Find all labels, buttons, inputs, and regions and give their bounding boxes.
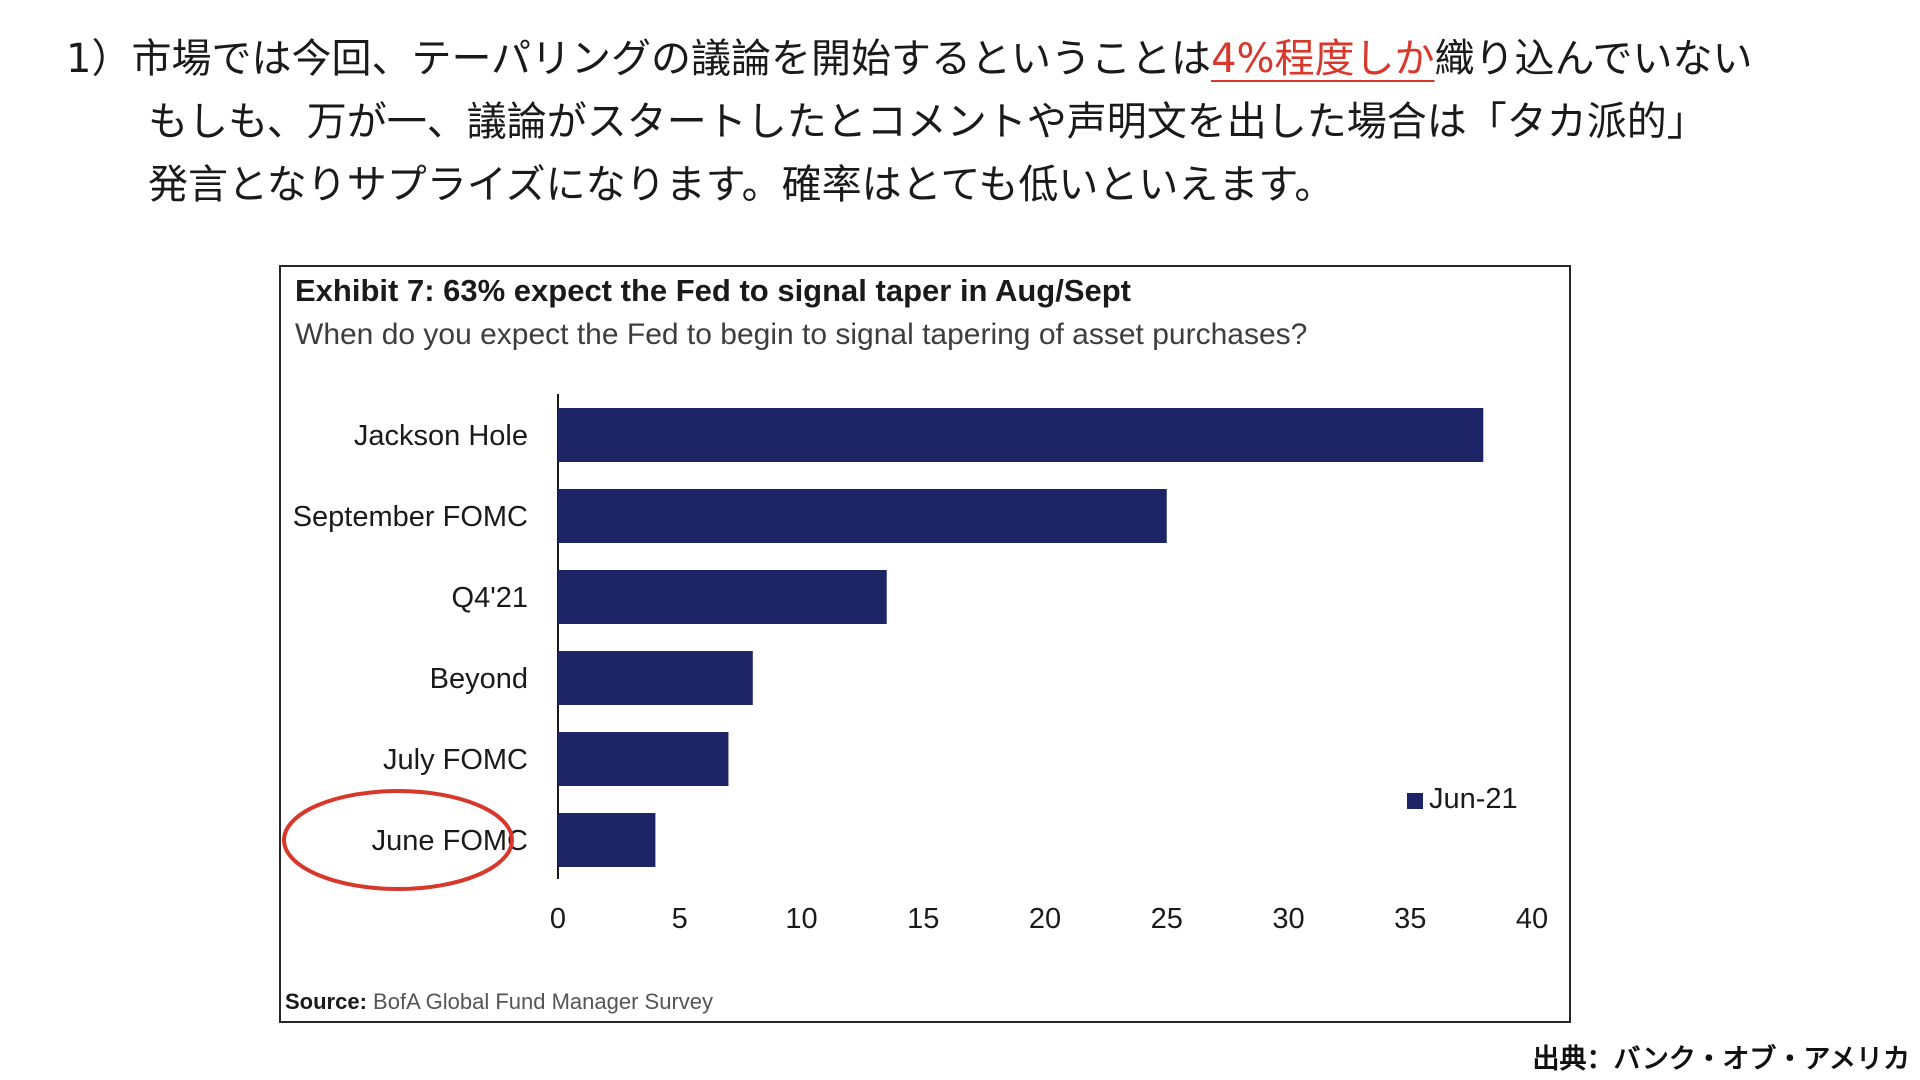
category-label: July FOMC <box>383 744 528 776</box>
intro-line-1: 1）市場では今回、テーパリングの議論を開始するということは4%程度しか織り込んで… <box>66 28 1886 91</box>
category-label: Q4'21 <box>452 582 528 614</box>
legend-label: Jun-21 <box>1429 783 1518 815</box>
chart-subtitle: When do you expect the Fed to begin to s… <box>295 318 1308 351</box>
intro-line-1-suffix: 織り込んでいない <box>1434 36 1753 82</box>
category-label: Beyond <box>430 663 528 695</box>
annotation-circle <box>282 789 514 891</box>
x-tick-label: 15 <box>907 903 939 935</box>
bar-june-fomc <box>558 813 656 867</box>
image-credit: 出典：バンク・オブ・アメリカ <box>1532 1044 1910 1075</box>
bar-chart: Jackson Hole September FOMC Q4'21 Beyond Jul… <box>282 394 1548 935</box>
x-tick-label: 5 <box>672 903 688 935</box>
bar-july-fomc <box>558 732 729 786</box>
source-text: BofA Global Fund Manager Survey <box>373 989 714 1014</box>
category-label: September FOMC <box>293 501 528 533</box>
x-tick-label: 25 <box>1151 903 1183 935</box>
legend-swatch <box>1407 793 1423 809</box>
category-label: June FOMC <box>372 825 528 857</box>
x-tick-label: 40 <box>1516 903 1548 935</box>
x-tick-label: 20 <box>1029 903 1061 935</box>
intro-line-2: もしも、万が一、議論がスタートしたとコメントや声明文を出した場合は「タカ派的」 <box>148 99 1707 145</box>
x-tick-label: 10 <box>785 903 817 935</box>
x-tick-label: 30 <box>1272 903 1304 935</box>
category-label: Jackson Hole <box>354 420 528 452</box>
intro-line-1-prefix: 1）市場では今回、テーパリングの議論を開始するということは <box>66 36 1212 82</box>
x-tick-label: 0 <box>550 903 566 935</box>
chart-source: Source: BofA Global Fund Manager Survey <box>285 989 713 1015</box>
intro-text: 1）市場では今回、テーパリングの議論を開始するということは4%程度しか織り込んで… <box>66 28 1886 217</box>
source-label: Source: <box>285 989 367 1014</box>
bar-jackson-hole <box>558 408 1484 462</box>
x-tick-label: 35 <box>1394 903 1426 935</box>
bar-beyond <box>558 651 753 705</box>
bar-q4-21 <box>558 570 887 624</box>
chart-title: Exhibit 7: 63% expect the Fed to signal … <box>295 273 1132 308</box>
chart-frame: Exhibit 7: 63% expect the Fed to signal … <box>279 265 1571 1023</box>
intro-line-3: 発言となりサプライズになります。確率はとても低いといえます。 <box>148 162 1335 208</box>
bar-september-fomc <box>558 489 1167 543</box>
intro-highlight: 4%程度しか <box>1211 36 1435 82</box>
